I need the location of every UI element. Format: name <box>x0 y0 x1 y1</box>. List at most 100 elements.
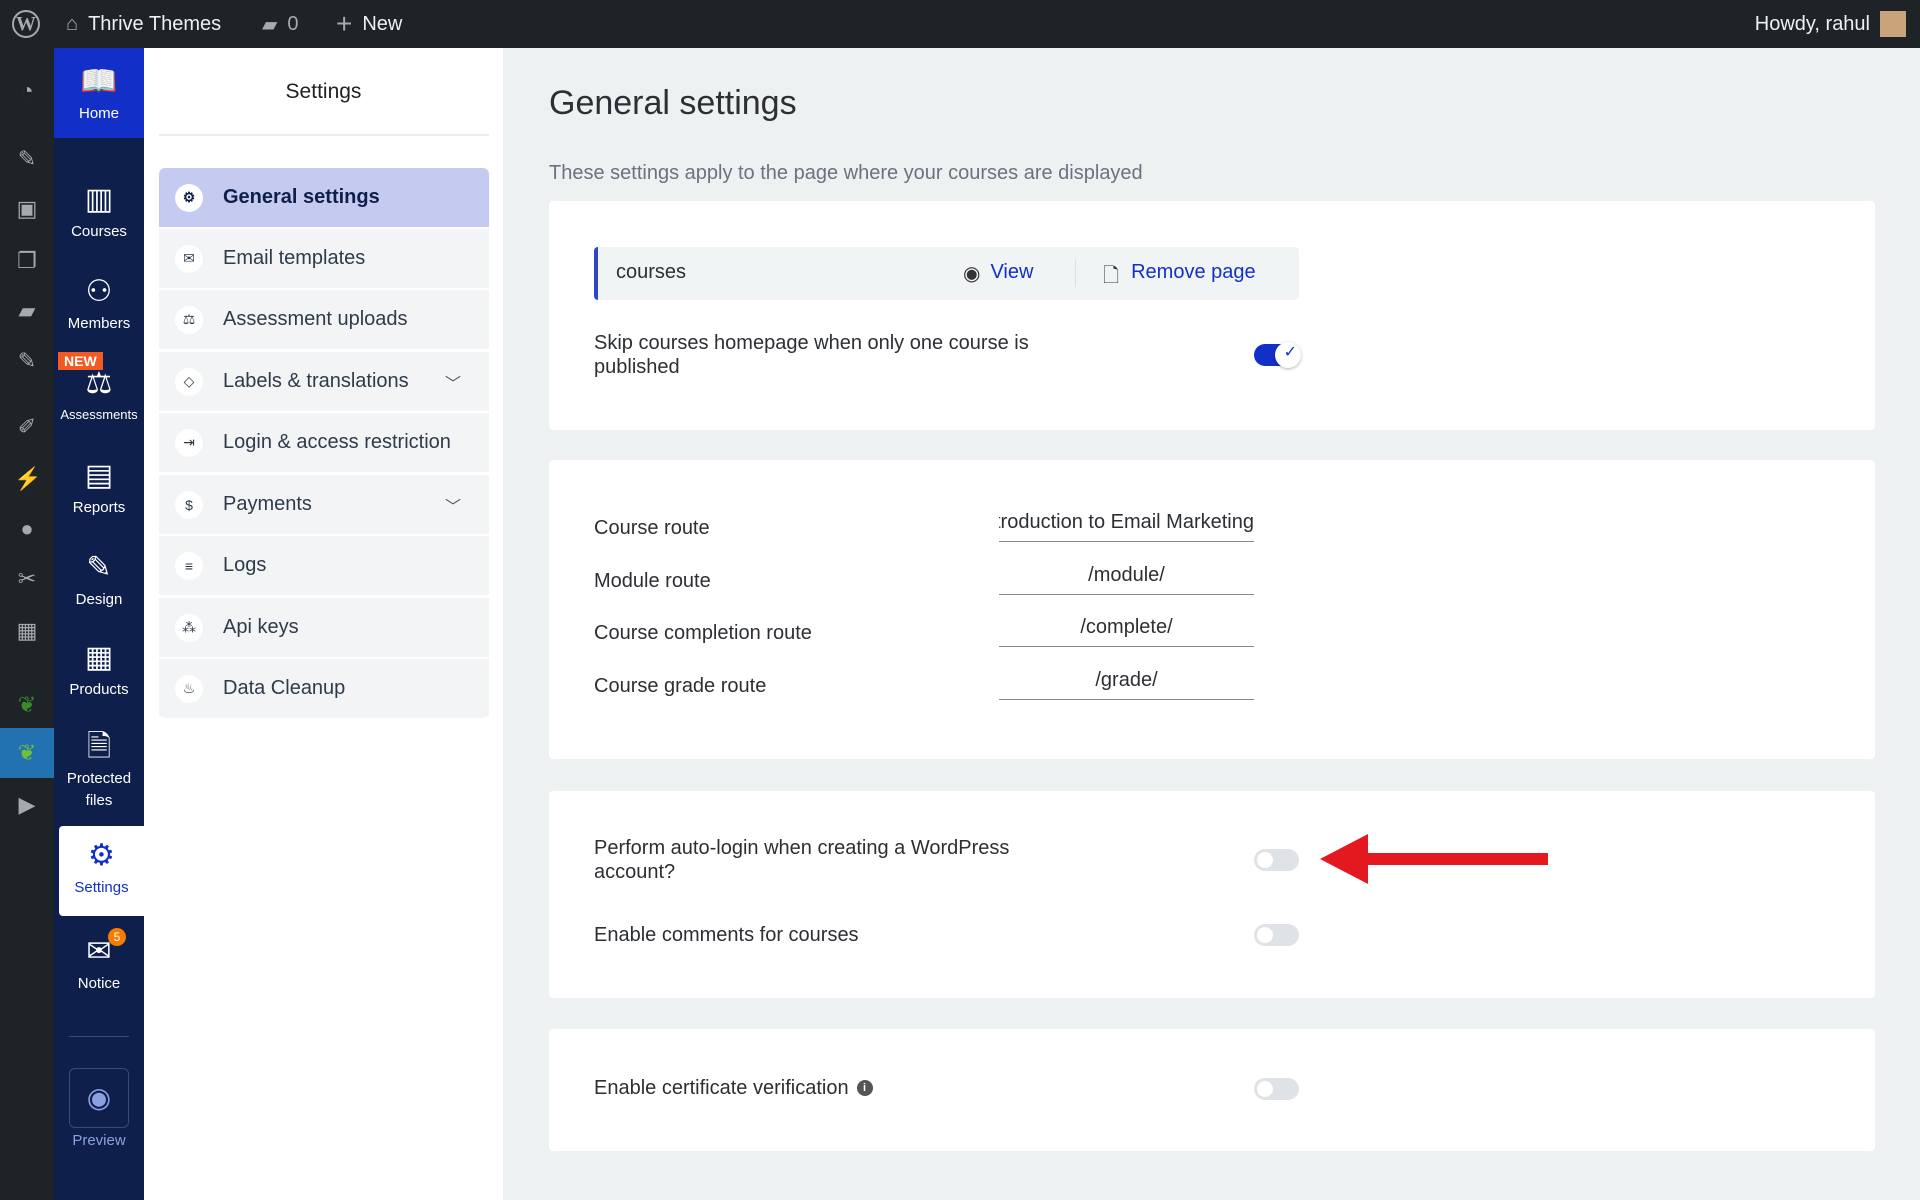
settings-icon[interactable]: ▦ <box>16 618 38 643</box>
site-link[interactable]: ⌂ Thrive Themes <box>66 12 222 35</box>
nav-settings[interactable]: ⚙ Settings <box>59 826 144 916</box>
remove-page-link[interactable]: 🗋 Remove page <box>1103 261 1256 295</box>
new-link[interactable]: + New <box>336 8 403 39</box>
comments-icon[interactable]: ▰ <box>18 298 36 323</box>
grade-route-label: Course grade route <box>594 675 767 697</box>
skip-homepage-label: Skip courses homepage when only one cour… <box>594 332 1029 378</box>
nav-courses[interactable]: ▥ Courses <box>54 182 144 240</box>
page-title: General settings <box>549 84 797 122</box>
play-icon[interactable]: ▶ <box>18 792 36 817</box>
chevron-down-icon[interactable]: ﹀ <box>444 375 461 393</box>
nav-reports[interactable]: ▤ Reports <box>54 458 144 516</box>
courses-page-row: courses ◉ View 🗋 Remove page <box>594 247 1299 300</box>
file-lock-icon: 🗎 <box>86 730 112 763</box>
gear-icon: ⚙ <box>175 183 203 212</box>
dashboard-icon[interactable]: ◔ <box>20 78 34 103</box>
preview-button[interactable]: ◉ <box>69 1068 129 1128</box>
eye-icon: ◉ <box>963 263 981 285</box>
pages-icon[interactable]: ❐ <box>17 248 37 273</box>
eye-icon: ◉ <box>86 1082 112 1113</box>
avatar <box>1880 11 1906 37</box>
scale-icon: ⚖ <box>175 305 203 334</box>
plugins-icon[interactable]: ⚡ <box>14 466 42 491</box>
grade-route-input[interactable]: /grade/ <box>999 660 1254 700</box>
comments-label: Enable comments for courses <box>594 924 859 946</box>
view-page-link[interactable]: ◉ View <box>963 261 1034 285</box>
nav-notice[interactable]: ✉ Notice <box>54 934 144 992</box>
pin-icon[interactable]: ✎ <box>17 348 37 373</box>
red-arrow-annotation <box>1320 834 1548 884</box>
notice-count-badge: 5 <box>108 928 126 946</box>
certificate-toggle[interactable] <box>1254 1078 1299 1100</box>
certificate-card: Enable certificate verification i <box>549 1029 1875 1151</box>
media-icon[interactable]: ▣ <box>16 196 38 221</box>
products-icon: ▦ <box>84 641 114 674</box>
comments-toggle[interactable] <box>1254 924 1299 946</box>
arrow-shaft <box>1362 853 1548 865</box>
skip-homepage-toggle[interactable]: ✓ <box>1254 342 1301 368</box>
settings-nav-data-cleanup[interactable]: ♨ Data Cleanup <box>159 659 489 719</box>
settings-nav-email-templates[interactable]: ✉ Email templates <box>159 229 489 289</box>
page-subtitle: These settings apply to the page where y… <box>549 162 1143 184</box>
account-menu[interactable]: Howdy, rahul <box>1755 0 1906 48</box>
settings-nav-payments[interactable]: $ Payments ﹀ <box>159 475 489 535</box>
nav-home[interactable]: 📖 Home <box>54 48 144 138</box>
home-icon: ⌂ <box>66 12 79 35</box>
course-route-input[interactable]: Introduction to Email Marketing <box>999 502 1254 542</box>
tools-icon[interactable]: ✂ <box>17 566 37 591</box>
nav-products[interactable]: ▦ Products <box>54 640 144 698</box>
leaf-icon[interactable]: ❦ <box>17 692 37 717</box>
settings-nav-assessment-uploads[interactable]: ⚖ Assessment uploads <box>159 290 489 350</box>
module-route-label: Module route <box>594 570 711 592</box>
thrive-apprentice-nav: 📖 Home ▥ Courses ⚇ Members NEW ⚖ Assessments… <box>54 48 144 1200</box>
courses-page-name: courses <box>616 261 687 283</box>
arrow-head <box>1320 834 1368 884</box>
login-icon: ⇥ <box>175 428 203 457</box>
settings-nav-api-keys[interactable]: ⁂ Api keys <box>159 598 489 658</box>
plus-icon: + <box>336 8 353 39</box>
auto-login-toggle[interactable] <box>1254 849 1299 871</box>
certificate-row: Enable certificate verification i <box>594 1076 873 1100</box>
module-route-input[interactable]: /module/ <box>999 555 1254 595</box>
new-badge: NEW <box>58 352 103 370</box>
envelope-icon: ✉ <box>175 244 203 273</box>
books-icon: ▥ <box>84 183 114 216</box>
nav-assessments[interactable]: ⚖ Assessments <box>54 366 144 422</box>
preview-label: Preview <box>72 1132 126 1149</box>
wordpress-logo-icon[interactable]: W <box>12 0 40 48</box>
check-icon: ✓ <box>1283 344 1297 361</box>
settings-panel-title: Settings <box>285 80 362 103</box>
leaf-icon: ❦ <box>17 740 37 765</box>
book-icon: 📖 <box>80 65 118 98</box>
members-icon: ⚇ <box>85 275 113 308</box>
gear-icon: ⚙ <box>88 839 115 872</box>
dollar-icon: $ <box>175 490 203 519</box>
comment-icon: ▰ <box>262 13 278 36</box>
auto-login-label: Perform auto-login when creating a WordP… <box>594 837 1010 883</box>
broom-icon: ♨ <box>175 674 203 703</box>
settings-nav-login-access[interactable]: ⇥ Login & access restriction <box>159 413 489 473</box>
network-icon: ⁂ <box>175 613 203 642</box>
comments-link[interactable]: ▰ 0 <box>262 12 299 36</box>
settings-nav-labels[interactable]: ◇ Labels & translations ﹀ <box>159 352 489 412</box>
active-menu-item[interactable]: ❦ <box>0 728 54 778</box>
users-icon[interactable]: ● <box>20 516 34 541</box>
routes-card: Course route Introduction to Email Marke… <box>549 460 1875 759</box>
settings-nav-logs[interactable]: ≡ Logs <box>159 536 489 596</box>
nav-protected-files[interactable]: 🗎 Protected files <box>54 732 144 812</box>
completion-route-input[interactable]: /complete/ <box>999 607 1254 647</box>
info-icon[interactable]: i <box>856 1080 873 1096</box>
admin-bar: W ⌂ Thrive Themes ▰ 0 + New Howdy, rahul <box>0 0 1920 48</box>
reports-icon: ▤ <box>84 459 114 492</box>
nav-members[interactable]: ⚇ Members <box>54 274 144 332</box>
scale-icon: ⚖ <box>85 367 113 400</box>
settings-nav-general[interactable]: ⚙ General settings <box>159 168 489 228</box>
tag-icon: ◇ <box>175 367 203 396</box>
appearance-icon[interactable]: ✐ <box>17 414 37 439</box>
account-card: Perform auto-login when creating a WordP… <box>549 791 1875 998</box>
list-icon: ≡ <box>175 551 203 580</box>
completion-route-label: Course completion route <box>594 622 812 644</box>
chevron-down-icon[interactable]: ﹀ <box>444 498 461 516</box>
nav-design[interactable]: ✎ Design <box>54 550 144 608</box>
pin-icon[interactable]: ✎ <box>17 146 37 171</box>
